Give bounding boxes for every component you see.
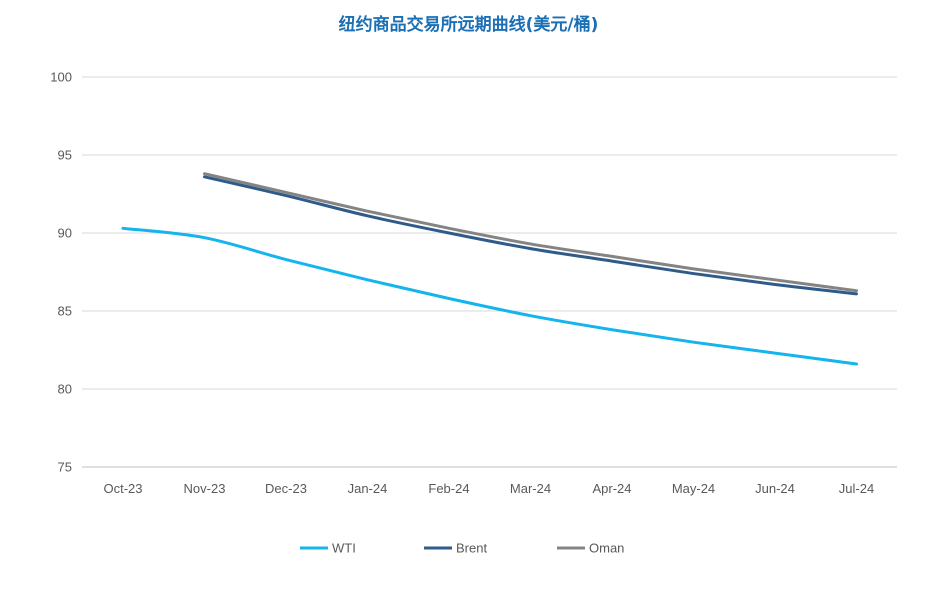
axes: 75 80 85 90 95 100 Oct-23 Nov-23 Dec-23 Jan-24 Feb… xyxy=(50,70,874,497)
chart-title: 纽约商品交易所远期曲线(美元/桶) xyxy=(338,15,599,35)
x-tick-label: Jan-24 xyxy=(348,481,388,496)
series-lines xyxy=(121,172,858,366)
y-tick-label: 90 xyxy=(58,226,72,241)
legend-label-brent: Brent xyxy=(456,541,487,556)
x-tick-label: Oct-23 xyxy=(103,481,142,496)
x-tick-label: Dec-23 xyxy=(265,481,307,496)
x-tick-label: Apr-24 xyxy=(592,481,631,496)
gridlines xyxy=(82,76,897,468)
y-tick-label: 100 xyxy=(50,70,72,85)
x-tick-label: May-24 xyxy=(672,481,715,496)
x-tick-label: Feb-24 xyxy=(428,481,469,496)
series-line-oman xyxy=(203,172,858,293)
series-line-wti xyxy=(121,226,858,366)
legend-label-wti: WTI xyxy=(332,541,356,556)
y-tick-label: 75 xyxy=(58,460,72,475)
legend-label-oman: Oman xyxy=(589,541,624,556)
x-tick-label: Nov-23 xyxy=(184,481,226,496)
x-tick-label: Mar-24 xyxy=(510,481,551,496)
y-tick-label: 95 xyxy=(58,148,72,163)
y-tick-label: 80 xyxy=(58,382,72,397)
x-tick-label: Jun-24 xyxy=(755,481,795,496)
series-line-brent xyxy=(203,175,858,296)
legend: WTI Brent Oman xyxy=(300,541,624,556)
y-tick-label: 85 xyxy=(58,304,72,319)
x-tick-label: Jul-24 xyxy=(839,481,874,496)
